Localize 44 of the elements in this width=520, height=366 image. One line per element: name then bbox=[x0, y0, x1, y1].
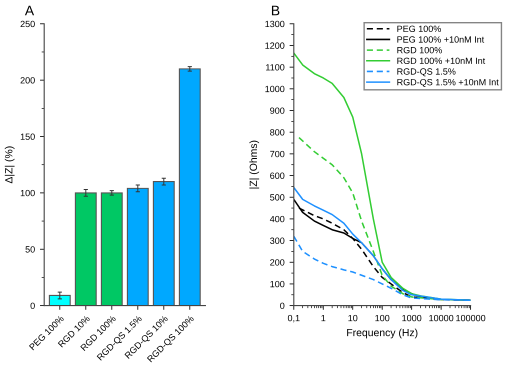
bar bbox=[126, 188, 149, 306]
y-tick-label: 400 bbox=[270, 216, 284, 222]
y-tick-label: 200 bbox=[20, 77, 35, 84]
y-axis-title: Δ|Z| (%) bbox=[4, 146, 15, 184]
y-tick-label: 250 bbox=[20, 20, 35, 28]
bar bbox=[152, 181, 175, 306]
y-tick-label: 50 bbox=[25, 246, 35, 253]
x-tick-label: 0,1 bbox=[288, 314, 300, 322]
legend-label: PEG 100% bbox=[397, 26, 441, 32]
x-tick-label: 100 bbox=[375, 314, 390, 322]
y-tick-label: 1200 bbox=[265, 42, 284, 49]
x-axis-title: Frequency (Hz) bbox=[347, 328, 418, 338]
y-tick-label: 0 bbox=[30, 302, 35, 309]
y-tick-label: 300 bbox=[270, 238, 284, 244]
chart-title: B bbox=[272, 6, 280, 16]
y-tick-label: 1100 bbox=[266, 64, 284, 71]
y-tick-label: 700 bbox=[270, 150, 284, 158]
y-tick-label: 1300 bbox=[265, 20, 284, 28]
bar bbox=[48, 294, 71, 306]
y-tick-label: 150 bbox=[20, 133, 35, 140]
bar bbox=[178, 68, 201, 306]
y-axis-title: |Z| (Ohms) bbox=[249, 140, 260, 188]
legend-label: RGD 100% bbox=[397, 46, 442, 54]
y-tick-label: 0 bbox=[280, 302, 284, 309]
y-tick-label: 100 bbox=[20, 190, 35, 196]
y-tick-label: 200 bbox=[270, 259, 284, 266]
legend-label: RGD-QS 1.5% +10nM Int bbox=[397, 78, 499, 87]
x-tick-label: 100000 bbox=[456, 314, 486, 322]
y-tick-label: 600 bbox=[270, 172, 284, 179]
legend-label: RGD-QS 1.5% bbox=[397, 68, 456, 76]
legend-label: PEG 100% +10nM Int bbox=[397, 36, 484, 43]
bar bbox=[100, 192, 123, 306]
x-tick-label: 10000 bbox=[429, 314, 454, 322]
y-tick-label: 500 bbox=[270, 194, 284, 201]
legend-label: RGD 100% +10nM Int bbox=[397, 58, 486, 64]
y-tick-label: 900 bbox=[270, 107, 284, 114]
x-tick-label: 1 bbox=[321, 314, 326, 322]
y-tick-label: 100 bbox=[270, 280, 284, 288]
y-tick-label: 1000 bbox=[265, 86, 284, 92]
chart-title: A bbox=[24, 6, 34, 16]
x-tick-label: 1000 bbox=[402, 314, 422, 322]
bar bbox=[74, 192, 97, 306]
y-tick-label: 800 bbox=[270, 129, 284, 136]
x-tick-label: 10 bbox=[348, 314, 358, 322]
